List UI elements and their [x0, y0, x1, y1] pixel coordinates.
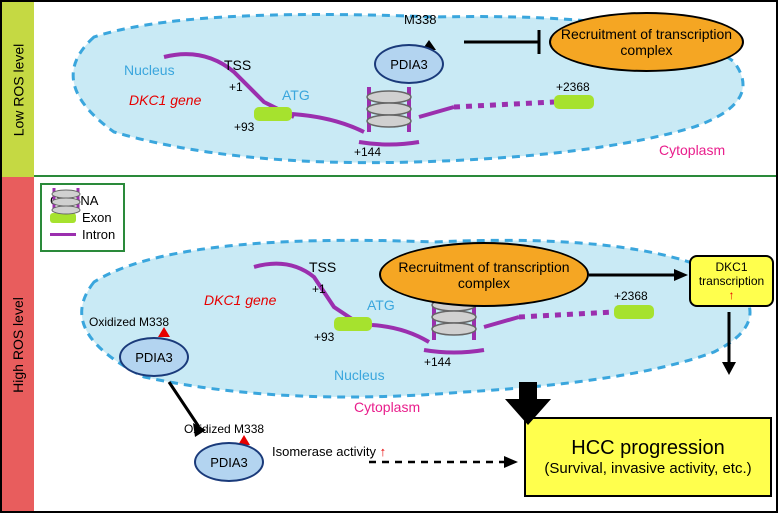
up-arrow-isomerase: ↑ [380, 444, 387, 459]
complex-top: Recruitment of transcription complex [549, 12, 744, 72]
p144-bottom: +144 [424, 355, 451, 369]
isomerase-text: Isomerase activity [272, 444, 376, 459]
hcc-box: HCC progression (Survival, invasive acti… [524, 417, 772, 497]
pdia3-top: PDIA3 [374, 44, 444, 84]
cytoplasm-label-top: Cytoplasm [659, 142, 725, 158]
big-arrow-icon [494, 377, 554, 427]
nucleus-label-top: Nucleus [124, 62, 175, 78]
p93-top: +93 [234, 120, 254, 134]
tss-top: TSS [224, 57, 251, 73]
p1-top: +1 [229, 80, 243, 94]
p93-bottom: +93 [314, 330, 334, 344]
pdia3-cytoplasm-label: PDIA3 [210, 455, 248, 470]
p144-top: +144 [354, 145, 381, 159]
side-label-high: High ROS level [2, 177, 34, 513]
m338-top: M338 [404, 12, 437, 27]
hcc-line2: (Survival, invasive activity, etc.) [544, 460, 751, 477]
gene-top: DKC1 gene [129, 92, 201, 108]
nucleus-label-bottom: Nucleus [334, 367, 385, 383]
oxm338a: Oxidized M338 [89, 315, 169, 329]
high-ros-text: High ROS level [10, 297, 26, 393]
complex-top-label: Recruitment of transcription complex [551, 26, 742, 58]
atg-bottom: ATG [367, 297, 395, 313]
complex-bottom: Recruitment of transcription complex [379, 242, 589, 307]
diagram-canvas: Low ROS level High ROS level [0, 0, 778, 513]
panel-high-ros: G4 DNA Exon Intron [34, 177, 778, 513]
cytoplasm-label-bottom: Cytoplasm [354, 399, 420, 415]
side-label-low: Low ROS level [2, 2, 34, 177]
panel-low-ros: PDIA3 Recruitment of transcription compl… [34, 2, 778, 177]
pdia3-nucleus: PDIA3 [119, 337, 189, 377]
atg-top: ATG [282, 87, 310, 103]
complex-bottom-label: Recruitment of transcription complex [381, 259, 587, 291]
low-ros-text: Low ROS level [10, 43, 26, 136]
p2368-bottom: +2368 [614, 289, 648, 303]
dkc1-trans-box: DKC1 transcription ↑ [689, 255, 774, 307]
hcc-line1: HCC progression [571, 437, 724, 460]
pdia3-top-label: PDIA3 [390, 57, 428, 72]
p1-bottom: +1 [312, 282, 326, 296]
tss-bottom: TSS [309, 259, 336, 275]
up-arrow-dkc1: ↑ [729, 288, 735, 302]
pdia3-nucleus-label: PDIA3 [135, 350, 173, 365]
gene-bottom: DKC1 gene [204, 292, 276, 308]
isomerase-label: Isomerase activity ↑ [272, 445, 386, 459]
oxm338b: Oxidized M338 [184, 422, 264, 436]
pdia3-cytoplasm: PDIA3 [194, 442, 264, 482]
p2368-top: +2368 [556, 80, 590, 94]
dkc1-trans-label: DKC1 transcription [691, 260, 772, 288]
